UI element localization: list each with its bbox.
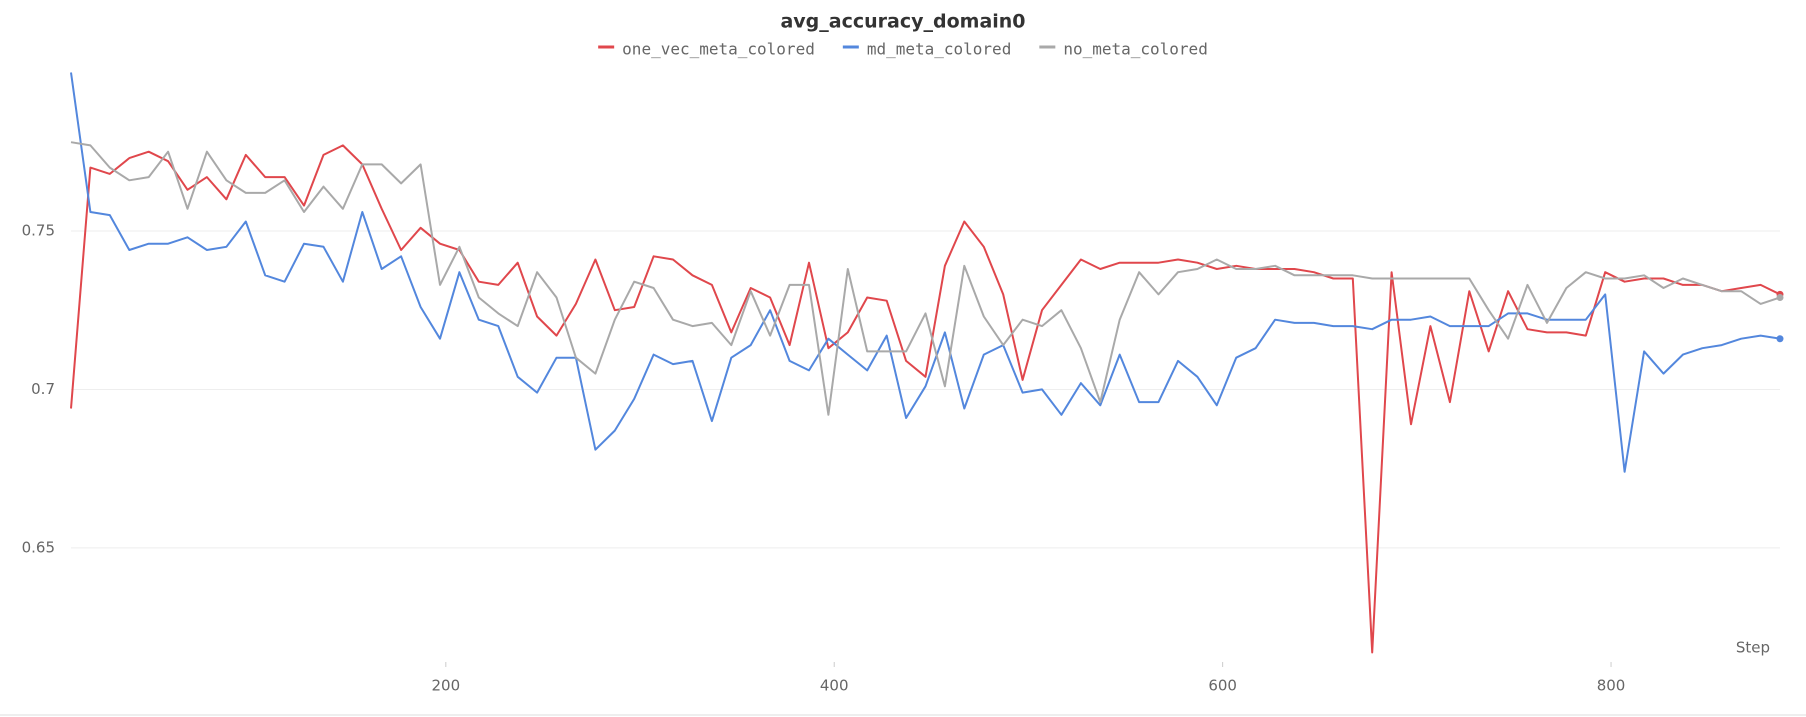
series-line: [70, 72, 1781, 473]
y-tick-label: 0.7: [31, 380, 55, 398]
legend-label: one_vec_meta_colored: [622, 40, 815, 59]
series-line: [70, 144, 1781, 654]
x-axis-label: Step: [1736, 639, 1770, 657]
end-point: [1776, 335, 1784, 343]
legend-label: md_meta_colored: [867, 40, 1012, 59]
x-tick-label: 800: [1597, 677, 1626, 695]
end-point: [1776, 294, 1784, 302]
x-tick-label: 400: [820, 677, 849, 695]
legend-label: no_meta_colored: [1063, 40, 1208, 59]
x-tick-label: 600: [1208, 677, 1237, 695]
y-tick-label: 0.65: [22, 538, 55, 556]
chart-title: avg_accuracy_domain0: [780, 11, 1025, 33]
x-tick-label: 200: [431, 677, 460, 695]
series-line: [70, 141, 1781, 416]
y-tick-label: 0.75: [22, 221, 55, 239]
